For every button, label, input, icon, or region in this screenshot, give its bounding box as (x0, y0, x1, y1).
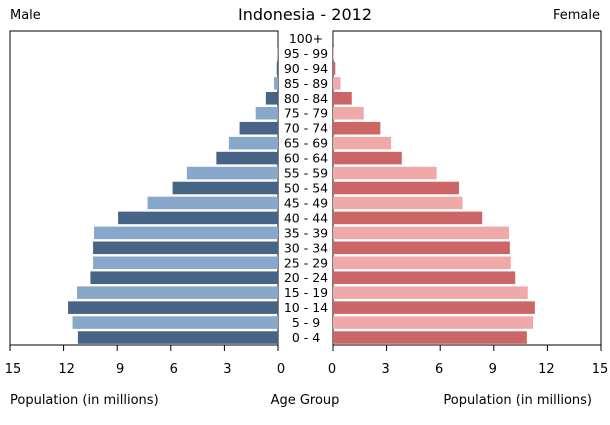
age-group-label: 55 - 59 (284, 166, 328, 181)
male-bar-10-14 (68, 301, 278, 314)
x-axis-label-male: Population (in millions) (10, 393, 159, 408)
x-axis-label-age-group: Age Group (270, 393, 340, 408)
male-x-tick-label: 6 (170, 362, 178, 377)
female-bar-95-99 (333, 47, 334, 60)
male-bar-45-49 (147, 196, 278, 210)
age-group-label: 10 - 14 (284, 300, 328, 315)
female-bar-30-34 (333, 241, 510, 255)
female-bar-25-29 (333, 256, 511, 270)
female-bar-0-4 (333, 331, 527, 344)
female-bar-40-44 (333, 211, 483, 225)
chart-title: Indonesia - 2012 (237, 5, 373, 24)
male-bar-55-59 (186, 166, 278, 180)
age-group-label: 30 - 34 (284, 240, 328, 255)
age-group-label: 80 - 84 (284, 91, 328, 106)
male-x-tick-label: 15 (5, 362, 22, 377)
age-group-label: 95 - 99 (284, 46, 328, 61)
female-bar-80-84 (333, 92, 352, 105)
age-group-label: 20 - 24 (284, 270, 328, 285)
female-x-tick-label: 3 (381, 362, 389, 377)
female-x-tick-label: 15 (592, 362, 609, 377)
age-group-label: 70 - 74 (284, 121, 328, 136)
female-bar-35-39 (333, 226, 509, 240)
female-bar-45-49 (333, 196, 463, 210)
male-bar-85-89 (274, 77, 278, 90)
female-bar-20-24 (333, 271, 516, 284)
female-bar-60-64 (333, 151, 402, 165)
age-group-label: 90 - 94 (284, 61, 328, 76)
female-bar-5-9 (333, 316, 534, 329)
male-bar-5-9 (72, 316, 279, 329)
male-bar-75-79 (255, 106, 278, 120)
male-bar-80-84 (265, 92, 278, 105)
age-group-label: 35 - 39 (284, 225, 328, 240)
female-bar-10-14 (333, 301, 535, 314)
female-x-tick-label: 6 (435, 362, 443, 377)
male-bar-90-94 (276, 62, 278, 75)
male-bar-20-24 (90, 271, 279, 284)
female-x-tick-label: 9 (489, 362, 497, 377)
female-bar-70-74 (333, 121, 381, 135)
age-group-label: 0 - 4 (292, 330, 320, 345)
female-bar-50-54 (333, 181, 459, 195)
female-x-tick-label: 0 (328, 362, 336, 377)
male-bar-25-29 (93, 256, 278, 270)
male-bar-65-69 (228, 136, 278, 150)
age-group-label: 100+ (289, 31, 323, 46)
age-group-label: 25 - 29 (284, 255, 328, 270)
age-group-label: 15 - 19 (284, 285, 328, 300)
age-group-label: 50 - 54 (284, 181, 328, 196)
male-x-tick-label: 3 (223, 362, 231, 377)
age-group-label: 40 - 44 (284, 210, 328, 225)
male-x-tick-label: 0 (277, 362, 285, 377)
age-group-label: 5 - 9 (292, 315, 320, 330)
male-bar-30-34 (93, 241, 278, 255)
male-bar-15-19 (77, 286, 278, 299)
male-x-tick-label: 9 (116, 362, 124, 377)
age-group-label: 75 - 79 (284, 106, 328, 121)
male-bar-35-39 (93, 226, 279, 240)
age-group-label: 65 - 69 (284, 136, 328, 151)
male-bar-70-74 (239, 121, 278, 135)
male-bar-0-4 (77, 331, 278, 344)
male-bar-40-44 (118, 211, 279, 225)
female-bar-75-79 (333, 106, 364, 120)
female-bar-55-59 (333, 166, 437, 180)
male-side-label: Male (10, 8, 41, 23)
female-bar-15-19 (333, 286, 528, 299)
age-group-label: 45 - 49 (284, 195, 328, 210)
x-axis-label-female: Population (in millions) (443, 393, 592, 408)
female-side-label: Female (552, 8, 600, 23)
female-bar-65-69 (333, 136, 392, 150)
age-group-label: 85 - 89 (284, 76, 328, 91)
male-x-tick-label: 12 (58, 362, 75, 377)
age-group-label: 60 - 64 (284, 151, 328, 166)
female-x-tick-label: 12 (538, 362, 555, 377)
female-bar-85-89 (333, 77, 341, 90)
male-bar-50-54 (172, 181, 278, 195)
male-bar-60-64 (216, 151, 278, 165)
female-bar-90-94 (333, 62, 336, 75)
